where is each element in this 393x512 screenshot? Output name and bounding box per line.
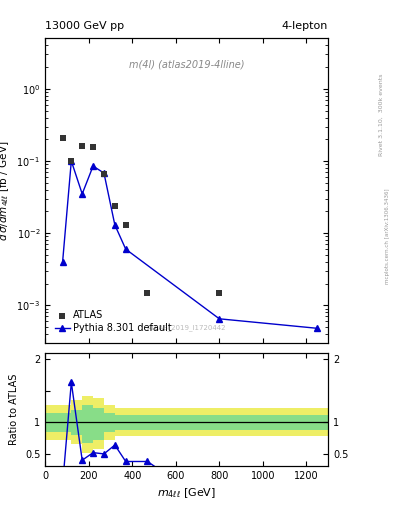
Y-axis label: Ratio to ATLAS: Ratio to ATLAS bbox=[9, 374, 19, 445]
Pythia 8.301 default bbox=[112, 222, 117, 228]
ATLAS bbox=[101, 170, 107, 179]
Text: mcplots.cern.ch [arXiv:1306.3436]: mcplots.cern.ch [arXiv:1306.3436] bbox=[385, 188, 389, 284]
Legend: ATLAS, Pythia 8.301 default: ATLAS, Pythia 8.301 default bbox=[50, 306, 177, 338]
Text: 13000 GeV pp: 13000 GeV pp bbox=[45, 20, 124, 31]
ATLAS bbox=[59, 134, 66, 142]
Pythia 8.301 default bbox=[69, 158, 73, 164]
Pythia 8.301 default bbox=[80, 191, 84, 197]
ATLAS bbox=[79, 142, 85, 151]
ATLAS bbox=[112, 202, 118, 210]
ATLAS bbox=[68, 157, 74, 165]
Pythia 8.301 default bbox=[60, 259, 65, 265]
X-axis label: $m_{4\ell\ell}$ [GeV]: $m_{4\ell\ell}$ [GeV] bbox=[157, 486, 216, 500]
Y-axis label: $d\,\sigma/dm_{4\ell\ell}$ [fb / GeV]: $d\,\sigma/dm_{4\ell\ell}$ [fb / GeV] bbox=[0, 140, 11, 241]
Pythia 8.301 default bbox=[102, 170, 107, 176]
Pythia 8.301 default bbox=[315, 325, 320, 331]
ATLAS bbox=[90, 143, 96, 152]
Pythia 8.301 default bbox=[217, 316, 222, 322]
ATLAS bbox=[144, 288, 151, 296]
ATLAS bbox=[123, 221, 129, 229]
Text: 4-lepton: 4-lepton bbox=[282, 20, 328, 31]
Pythia 8.301 default bbox=[91, 163, 95, 169]
Line: Pythia 8.301 default: Pythia 8.301 default bbox=[59, 158, 321, 332]
Pythia 8.301 default bbox=[123, 246, 128, 252]
Text: ATLAS_2019_I1720442: ATLAS_2019_I1720442 bbox=[147, 324, 226, 331]
Text: m(4l) (atlas2019-4lline): m(4l) (atlas2019-4lline) bbox=[129, 60, 244, 70]
ATLAS bbox=[216, 288, 222, 296]
Text: Rivet 3.1.10,  300k events: Rivet 3.1.10, 300k events bbox=[379, 73, 384, 156]
